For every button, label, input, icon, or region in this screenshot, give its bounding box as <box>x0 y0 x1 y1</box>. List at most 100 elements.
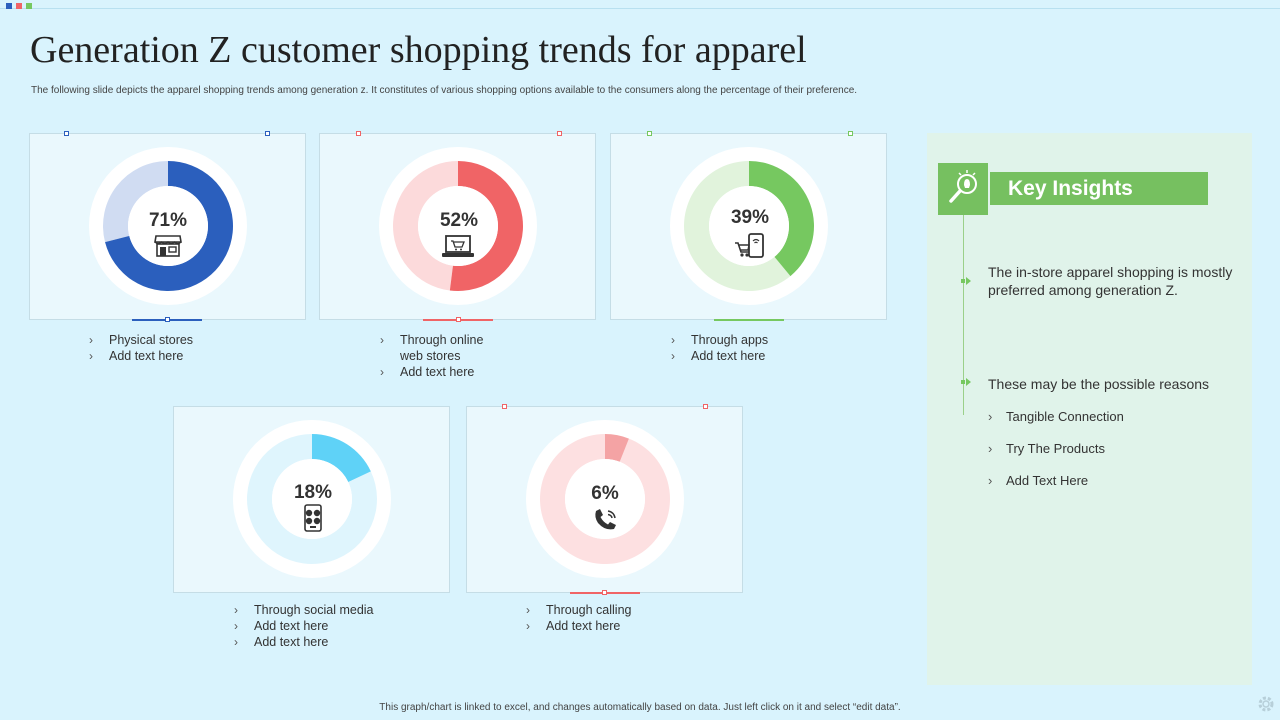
bullet-arrow-icon: › <box>234 619 238 633</box>
bullet-text: Add text here <box>109 349 184 363</box>
reason-item: › Try The Products <box>988 441 1105 456</box>
donut-hole <box>272 459 352 539</box>
insight-text: These may be the possible reasons <box>988 376 1210 392</box>
chart-card-social-media[interactable]: 18% <box>173 406 450 593</box>
social-media-icon <box>304 504 322 532</box>
selection-handle <box>64 131 69 136</box>
lightbulb-search-icon <box>949 170 977 203</box>
key-insights-heading: Key Insights <box>990 172 1208 205</box>
card-bullets: › Through calling › Add text here <box>526 602 631 634</box>
reason-item: › Add Text Here <box>988 473 1089 488</box>
percentage-label: 71% <box>148 210 188 231</box>
bullet-text: Add text here <box>254 635 329 649</box>
bullet-arrow-icon: › <box>234 635 238 649</box>
insight-icon-box <box>938 163 988 215</box>
selection-handle <box>602 590 607 595</box>
key-insights-panel <box>927 133 1252 685</box>
bullet-item: › Add text here <box>380 364 483 380</box>
bullet-item: › Through calling <box>526 602 631 618</box>
card-bullets: › Through apps › Add text here <box>671 332 768 364</box>
donut-chart <box>89 147 247 305</box>
bullet-arrow-icon: › <box>526 619 530 633</box>
selection-handle <box>356 131 361 136</box>
donut-hole <box>128 186 208 266</box>
store-icon <box>154 235 182 257</box>
blue-dot <box>6 3 12 9</box>
insight-text: The in-store apparel shopping is mostly … <box>988 264 1233 298</box>
bullet-item: › Through social media <box>234 602 374 618</box>
laptop-cart-icon <box>442 235 474 257</box>
percentage-label: 39% <box>730 207 770 228</box>
bullet-text: Add text here <box>254 619 329 633</box>
page-subtitle: The following slide depicts the apparel … <box>31 85 858 96</box>
card-bullets: › Through online web stores › Add text here <box>380 332 483 380</box>
selection-handle <box>557 131 562 136</box>
donut-chart <box>379 147 537 305</box>
selection-handle <box>502 404 507 409</box>
bullet-arrow-icon: › <box>380 333 384 347</box>
bullet-text: Through online web stores <box>400 333 484 363</box>
percentage-label: 52% <box>439 210 479 231</box>
donut-chart <box>670 147 828 305</box>
selection-handle <box>703 404 708 409</box>
page-title: Generation Z customer shopping trends fo… <box>30 29 807 71</box>
card-bullets: › Through social media › Add text here › Add … <box>234 602 374 650</box>
timeline-marker-icon <box>961 277 971 285</box>
bullet-arrow-icon: › <box>380 365 384 379</box>
chart-card-calling[interactable]: 6% <box>466 404 743 593</box>
selection-handle <box>265 131 270 136</box>
donut-value-slice <box>749 161 814 277</box>
timeline-marker-icon <box>961 378 971 386</box>
bullet-text: Through apps <box>691 333 769 347</box>
donut-value-slice <box>105 161 233 291</box>
donut-hole <box>709 186 789 266</box>
red-dot <box>16 3 22 9</box>
chart-card-online-web-stores[interactable]: 52% <box>319 131 596 320</box>
bullet-item: › Add text here <box>234 634 374 650</box>
percentage-label: 18% <box>293 482 333 503</box>
donut-remainder-slice <box>393 161 458 291</box>
donut-value-slice <box>605 434 629 462</box>
donut-remainder-slice <box>684 161 791 291</box>
donut-remainder-slice <box>102 161 168 243</box>
selection-handle <box>165 317 170 322</box>
donut-hole <box>418 186 498 266</box>
bullet-item: › Add text here <box>89 348 193 364</box>
top-divider <box>0 8 1280 9</box>
donut-chart <box>526 420 684 578</box>
bullet-item: › Add text here <box>671 348 768 364</box>
donut-remainder-slice <box>540 434 670 564</box>
green-dot <box>26 3 32 9</box>
donut-remainder-slice <box>247 434 377 564</box>
donut-value-slice <box>449 161 523 291</box>
bullet-item: › Add text here <box>234 618 374 634</box>
bullet-arrow-icon: › <box>671 333 675 347</box>
bullet-text: Add text here <box>546 619 621 633</box>
card-bullets: › Physical stores › Add text here <box>89 332 193 364</box>
gear-icon[interactable] <box>1256 694 1276 714</box>
selection-handle <box>848 131 853 136</box>
donut-value-slice <box>312 434 371 482</box>
chart-card-physical-stores[interactable]: 71% <box>29 131 306 320</box>
slide-color-dots <box>6 3 32 9</box>
bullet-text: Add text here <box>691 349 766 363</box>
donut-hole <box>565 459 645 539</box>
bullet-text: Through calling <box>546 603 632 617</box>
bullet-arrow-icon: › <box>526 603 530 617</box>
bullet-arrow-icon: › <box>89 349 93 363</box>
selection-handle <box>647 131 652 136</box>
timeline-line <box>963 215 964 415</box>
footer-note: This graph/chart is linked to excel, and… <box>379 702 901 713</box>
bullet-text: Add text here <box>400 365 475 379</box>
bullet-arrow-icon: › <box>89 333 93 347</box>
mobile-cart-icon <box>735 233 764 258</box>
selection-handle <box>456 317 461 322</box>
card-underline <box>714 319 784 321</box>
phone-icon <box>595 509 616 530</box>
bullet-text: Through social media <box>254 603 374 617</box>
bullet-arrow-icon: › <box>671 349 675 363</box>
bullet-text: Physical stores <box>109 333 194 347</box>
reason-item: › Tangible Connection <box>988 409 1124 424</box>
bullet-item: › Physical stores <box>89 332 193 348</box>
chart-card-apps[interactable]: 39% <box>610 131 887 320</box>
